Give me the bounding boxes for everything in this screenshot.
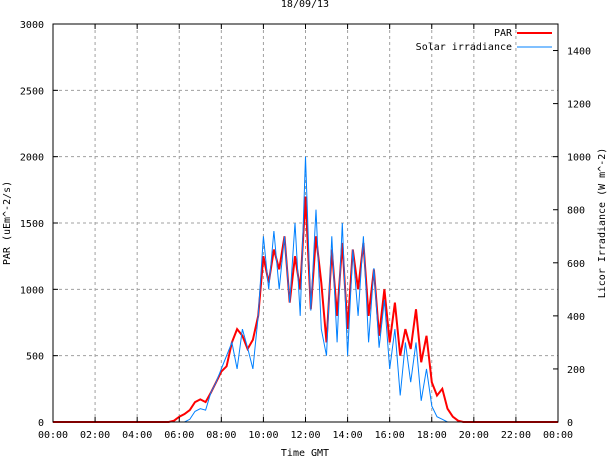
- x-tick-label: 14:00: [333, 430, 363, 441]
- y2-tick-label: 400: [567, 312, 585, 323]
- y-tick-label: 3000: [20, 20, 44, 31]
- series-line-solar-irradiance: [53, 156, 558, 423]
- x-tick-label: 20:00: [459, 430, 489, 441]
- x-tick-label: 08:00: [206, 430, 236, 441]
- x-tick-label: 10:00: [248, 430, 278, 441]
- x-tick-label: 00:00: [38, 430, 68, 441]
- y2-tick-label: 600: [567, 259, 585, 270]
- x-tick-label: 04:00: [122, 430, 152, 441]
- y2-tick-label: 1000: [567, 153, 591, 164]
- y2-tick-label: 1200: [567, 100, 591, 111]
- y2-tick-label: 200: [567, 365, 585, 376]
- x-tick-label: 22:00: [501, 430, 531, 441]
- x-tick-label: 18:00: [417, 430, 447, 441]
- legend-label-par: PAR: [494, 28, 513, 39]
- y2-tick-label: 1400: [567, 47, 591, 58]
- y2-tick-label: 0: [567, 418, 573, 429]
- ticks: 00:00 02:00 04:00 06:00 08:00 10:00 12:00 14:00…: [20, 20, 591, 441]
- series-lines: [53, 156, 558, 423]
- legend: PAR Solar irradiance: [416, 28, 552, 53]
- y-tick-label: 2000: [20, 153, 44, 164]
- y-tick-label: 1500: [20, 219, 44, 230]
- y2-tick-label: 800: [567, 206, 585, 217]
- y-tick-label: 1000: [20, 285, 44, 296]
- y-tick-label: 0: [38, 418, 44, 429]
- x-tick-label: 02:00: [80, 430, 110, 441]
- grid: [53, 24, 558, 422]
- y-axis-label: PAR (uEm^-2/s): [2, 181, 13, 265]
- legend-label-solar: Solar irradiance: [416, 42, 512, 53]
- x-tick-label: 00:00: [543, 430, 573, 441]
- x-axis-label: Time GMT: [281, 448, 329, 459]
- x-tick-label: 12:00: [290, 430, 320, 441]
- y-tick-label: 2500: [20, 86, 44, 97]
- x-tick-label: 16:00: [375, 430, 405, 441]
- chart-title: 18/09/13: [281, 0, 329, 10]
- x-tick-label: 06:00: [164, 430, 194, 441]
- y2-axis-label: Licor Irradiance (W m^-2): [597, 148, 608, 299]
- y-tick-label: 500: [26, 352, 44, 363]
